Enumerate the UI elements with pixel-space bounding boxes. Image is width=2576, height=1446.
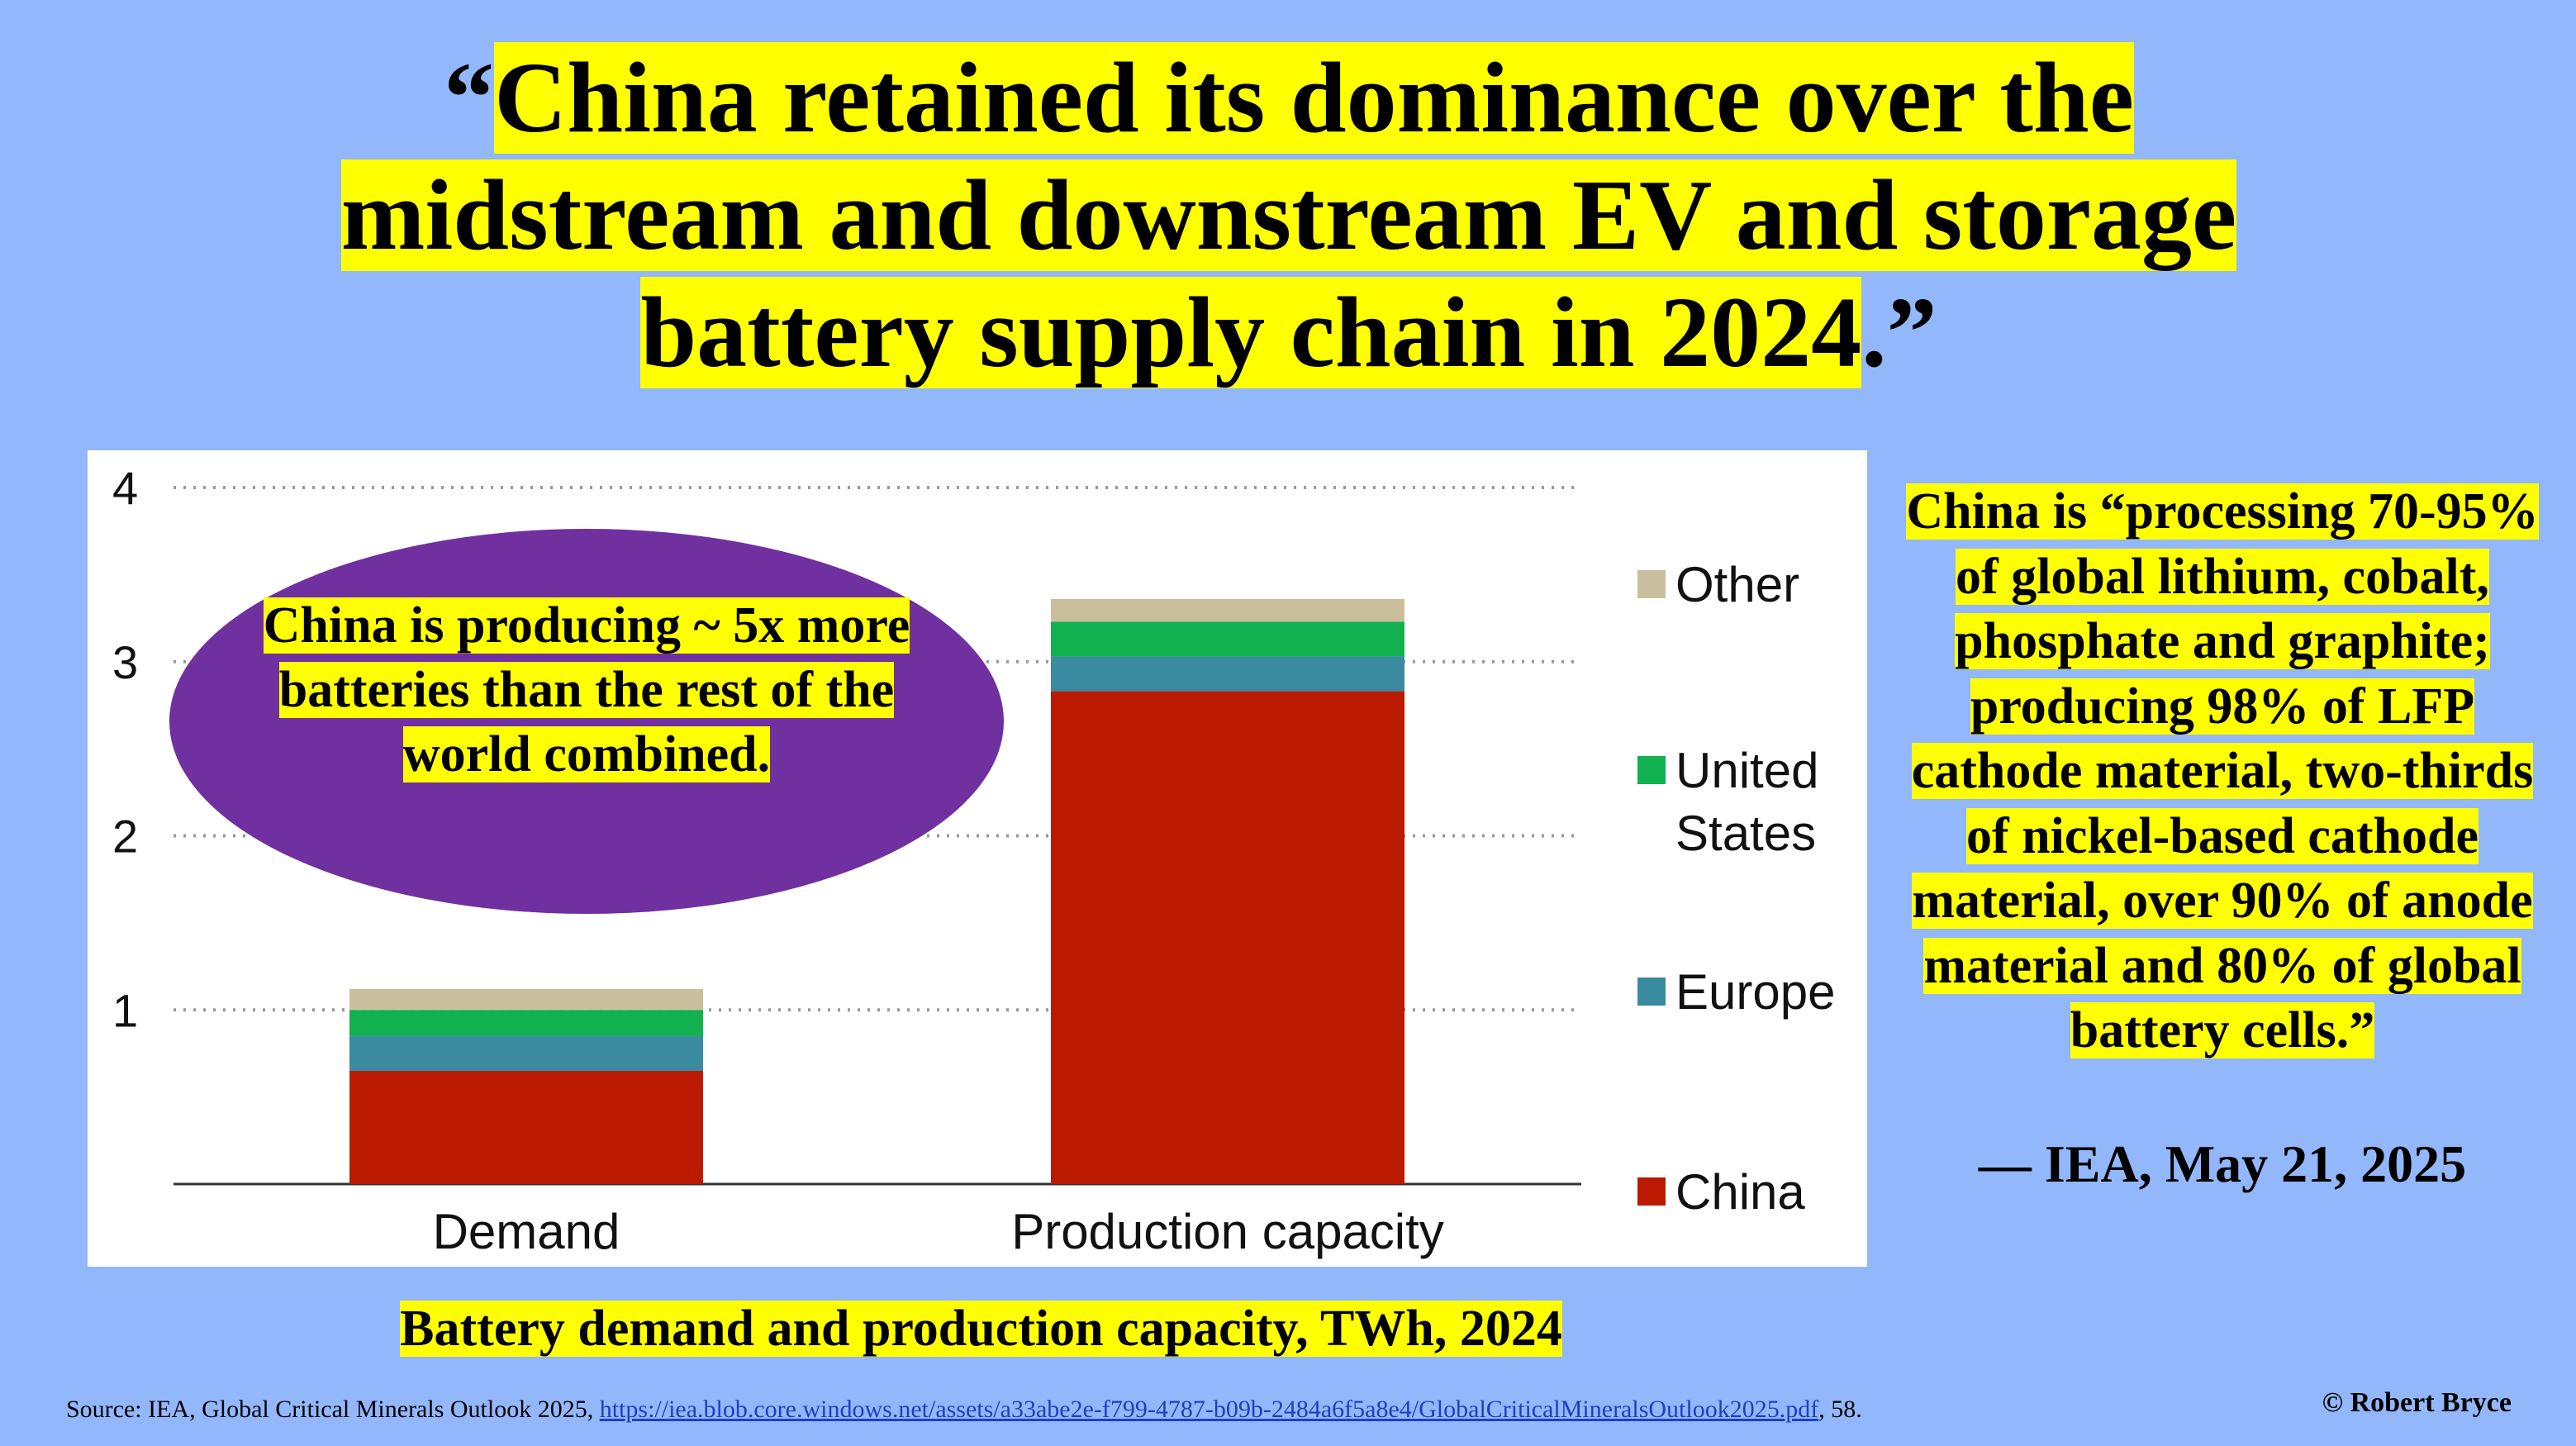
legend-label-united-states-2: States [1675,806,1816,861]
x-tick-label-production-capacity: Production capacity [1011,1204,1444,1259]
chart-caption: Battery demand and production capacity, … [400,1301,1562,1357]
bar-demand-united-states [349,1010,703,1036]
y-tick-label-4: 4 [112,462,138,514]
source-link[interactable]: https://iea.blob.core.windows.net/assets… [599,1396,1819,1423]
bar-demand-other [349,988,703,1011]
quote-attribution: — IEA, May 21, 2025 [1978,1134,2467,1193]
iea-quote-text: China is “processing 70-95% of global li… [1906,483,2539,1058]
headline: “China retained its dominance over the m… [248,40,2330,392]
legend-label-europe: Europe [1675,964,1835,1020]
callout-ellipse [169,529,1004,914]
battery-chart: 1 2 3 4 Demand Production capacity Other United… [112,462,1835,1259]
chart-caption-block: Battery demand and production capacity, … [248,1297,1714,1360]
y-tick-label-1: 1 [112,984,138,1036]
bar-demand-china [349,1071,703,1184]
bar-production-capacity-china [1051,691,1404,1184]
legend-swatch-united-states [1637,756,1666,784]
headline-open-quote: “ [444,42,495,154]
headline-text: China retained its dominance over the mi… [340,42,2237,388]
copyright: © Robert Bryce [2322,1387,2512,1418]
bar-production-capacity-europe [1051,656,1404,692]
legend-swatch-other [1637,570,1666,598]
source-prefix: Source: IEA, Global Critical Minerals Ou… [66,1396,600,1423]
y-tick-label-3: 3 [112,636,138,688]
source-suffix: , 58. [1818,1396,1862,1423]
callout-text-block: China is producing ~ 5x more batteries t… [248,593,925,787]
bar-production-capacity-united-states [1051,621,1404,657]
bar-demand-europe [349,1035,703,1072]
iea-quote-block: China is “processing 70-95% of global li… [1904,479,2540,1063]
headline-close-quote: .” [1861,277,1937,388]
source-line: Source: IEA, Global Critical Minerals Ou… [66,1395,1862,1425]
legend-label-united-states-1: United [1675,743,1818,798]
legend-label-china: China [1675,1164,1805,1220]
bar-production-capacity-other [1051,598,1404,622]
legend-label-other: Other [1675,557,1799,612]
legend-swatch-china [1637,1177,1666,1206]
x-tick-label-demand: Demand [433,1204,620,1259]
y-tick-label-2: 2 [112,811,138,863]
legend-swatch-europe [1637,977,1666,1006]
callout-text: China is producing ~ 5x more batteries t… [263,597,910,782]
